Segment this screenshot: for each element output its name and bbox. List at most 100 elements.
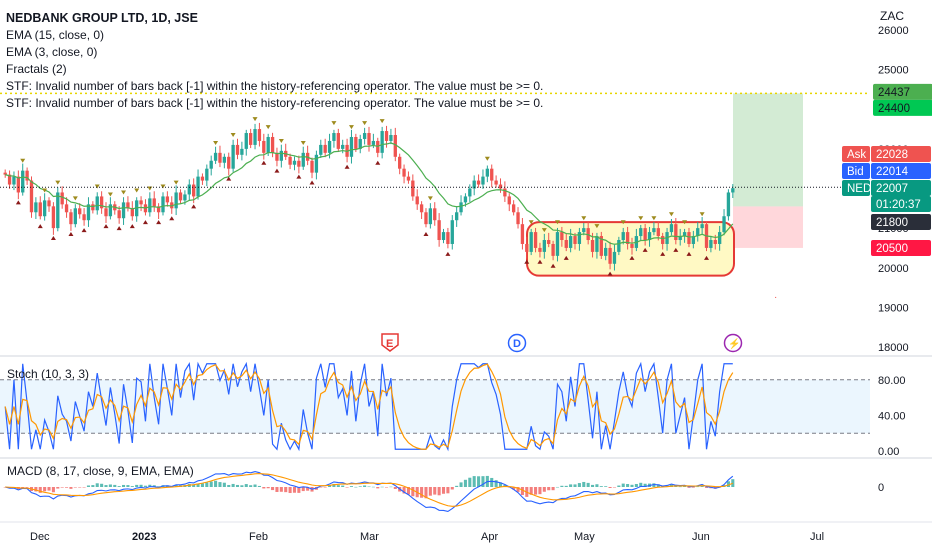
- entry-tag-bg: [871, 214, 931, 230]
- macd-histogram-bar: [341, 485, 345, 487]
- macd-histogram-bar: [560, 485, 564, 487]
- macd-histogram-bar: [490, 477, 494, 487]
- macd-histogram-bar: [227, 484, 231, 487]
- macd-histogram-bar: [691, 487, 695, 488]
- candle-body: [538, 247, 542, 252]
- candle-body: [178, 192, 183, 201]
- candle-body: [402, 168, 406, 177]
- candle-body: [222, 156, 227, 163]
- macd-histogram-bar: [555, 486, 560, 488]
- time-tick-label: May: [574, 531, 595, 543]
- macd-pane: 0: [3, 471, 884, 513]
- candle-body: [7, 174, 12, 185]
- fractal-down: [169, 216, 175, 221]
- candle-body: [446, 232, 450, 244]
- macd-histogram-bar: [371, 486, 375, 488]
- fractal-down: [50, 236, 56, 241]
- symbol-tag-bg: [842, 180, 870, 196]
- macd-histogram-bar: [95, 483, 99, 487]
- macd-histogram-bar: [34, 487, 38, 492]
- macd-histogram-bar: [279, 487, 283, 492]
- fractal-down: [37, 224, 43, 229]
- macd-histogram-bar: [143, 485, 147, 487]
- macd-histogram-bar: [529, 487, 533, 495]
- macd-histogram-bar: [406, 487, 410, 495]
- macd-histogram-bar: [424, 487, 428, 499]
- candle-body: [108, 204, 113, 217]
- candle-body: [192, 184, 196, 197]
- macd-histogram-bar: [218, 482, 222, 487]
- candle-body: [95, 196, 99, 211]
- fractal-up: [213, 140, 219, 145]
- candle-body: [468, 188, 472, 197]
- stoch-tick-label: 80.00: [878, 375, 906, 387]
- last-tag-text: 22007: [876, 183, 908, 195]
- event-markers[interactable]: E D ⚡: [381, 333, 743, 353]
- macd-histogram-bar: [56, 487, 60, 489]
- ask-label-tag-bg: [842, 146, 870, 162]
- macd-histogram-bar: [468, 477, 472, 487]
- target-tag: 24437: [873, 83, 932, 100]
- candle-body: [709, 240, 713, 248]
- fractal-down: [129, 224, 135, 229]
- fractal-down: [309, 180, 315, 185]
- fractal-up: [94, 184, 100, 189]
- fractal-up: [651, 216, 657, 221]
- candle-body: [547, 240, 551, 244]
- macd-histogram-bar: [455, 485, 459, 487]
- bid-tag-bg: [871, 163, 931, 179]
- macd-histogram-bar: [91, 485, 95, 487]
- fractal-up: [230, 133, 236, 138]
- time-tick-label: Jun: [692, 531, 710, 543]
- candle-body: [56, 192, 60, 229]
- macd-histogram-bar: [612, 487, 616, 488]
- price-tick-label: 19000: [878, 302, 909, 314]
- macd-histogram-bar: [582, 481, 586, 487]
- macd-histogram-bar: [512, 487, 516, 490]
- candle-body: [231, 144, 235, 169]
- candle-body: [64, 204, 69, 213]
- candle-body: [165, 196, 170, 203]
- macd-label: MACD (8, 17, close, 9, EMA, EMA): [7, 464, 194, 478]
- macd-histogram-bar: [450, 487, 454, 490]
- macd-histogram-bar: [205, 482, 209, 487]
- fractal-up: [265, 125, 271, 130]
- earnings-shape: [381, 333, 399, 352]
- macd-histogram-bar: [345, 487, 349, 488]
- macd-histogram-bar: [196, 483, 200, 487]
- stray-dot: ·: [774, 292, 777, 303]
- candle-body: [525, 243, 529, 252]
- candle-body: [582, 228, 586, 233]
- candle-body: [630, 243, 634, 248]
- fractal-up: [121, 190, 127, 195]
- macd-histogram-bar: [630, 484, 634, 487]
- macd-histogram-bar: [157, 486, 161, 487]
- fractal-up: [484, 156, 490, 161]
- candle-body: [625, 232, 630, 244]
- stop-tag-bg: [871, 240, 931, 256]
- candle-body: [494, 180, 498, 185]
- macd-histogram-bar: [301, 487, 305, 492]
- stoch-k-line: [4, 361, 733, 452]
- macd-histogram-bar: [542, 487, 546, 492]
- candle-body: [148, 198, 152, 213]
- fractal-down: [81, 228, 87, 233]
- ask-label-tag: Ask: [842, 146, 870, 162]
- candle-body: [21, 170, 25, 193]
- macd-histogram-bar: [433, 487, 437, 495]
- target2-tag-text: 24400: [878, 103, 910, 115]
- macd-histogram-bar: [244, 484, 248, 487]
- candle-body: [424, 212, 428, 225]
- fractal-up: [160, 184, 166, 189]
- position-zones: [733, 93, 803, 248]
- candle-body: [218, 152, 222, 163]
- candle-body: [310, 160, 314, 173]
- macd-histogram-bar: [731, 479, 735, 487]
- candle-body: [47, 200, 51, 207]
- split-icon: ⚡: [723, 333, 743, 353]
- macd-histogram-bar: [498, 482, 503, 487]
- candle-body: [568, 236, 573, 248]
- macd-histogram-bar: [122, 484, 126, 487]
- macd-histogram-bar: [25, 487, 29, 488]
